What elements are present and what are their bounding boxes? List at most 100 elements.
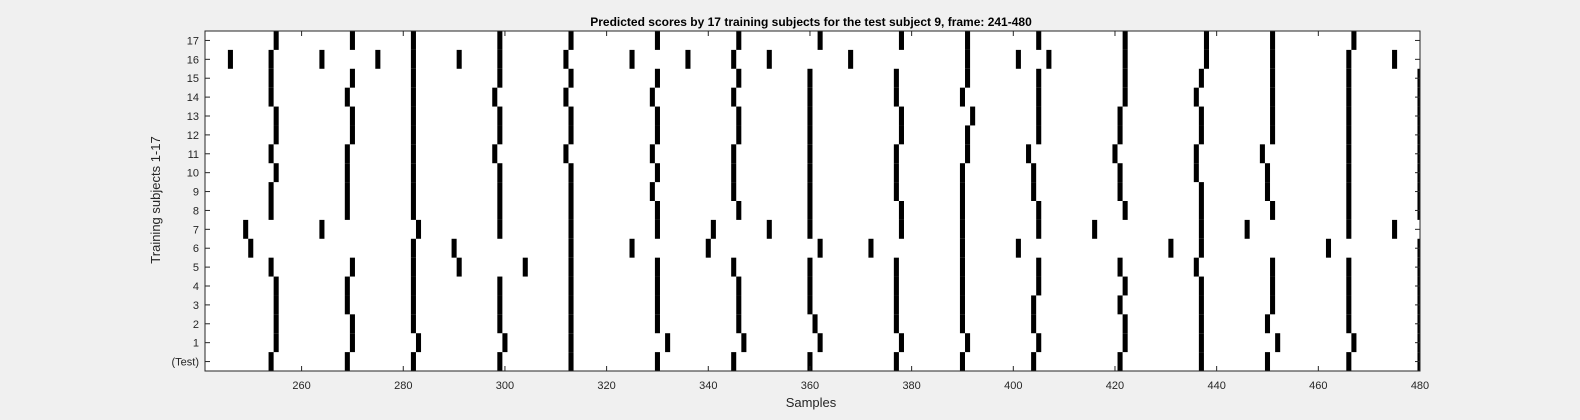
mark-row-3-sample-377 — [893, 295, 899, 315]
mark-row-11-sample-466 — [1346, 144, 1352, 164]
x-tick-label-360: 360 — [801, 380, 819, 392]
mark-row-5-sample-291 — [456, 257, 462, 277]
mark-row-5-sample-282 — [410, 257, 416, 277]
mark-row-3-sample-360 — [807, 295, 813, 315]
mark-row-13-sample-360 — [807, 106, 813, 126]
mark-row-test-sample-421 — [1117, 352, 1123, 371]
mark-row-7-sample-264 — [319, 219, 325, 239]
mark-row-16-sample-451 — [1270, 49, 1276, 69]
mark-row-14-sample-254 — [268, 87, 274, 107]
plot-frame — [204, 30, 1421, 372]
mark-row-7-sample-313 — [568, 219, 574, 239]
mark-row-15-sample-391 — [965, 68, 971, 88]
mark-row-17-sample-362 — [817, 31, 823, 50]
mark-row-test-sample-269 — [344, 352, 350, 371]
x-tick-label-340: 340 — [699, 380, 717, 392]
mark-row-15-sample-330 — [654, 68, 660, 88]
mark-row-14-sample-405 — [1036, 87, 1042, 107]
mark-row-9-sample-269 — [344, 182, 350, 201]
mark-row-8-sample-451 — [1270, 201, 1276, 220]
y-tick-label-10: 10 — [187, 168, 199, 180]
x-tick-label-260: 260 — [292, 380, 310, 392]
mark-row-8-sample-313 — [568, 201, 574, 220]
mark-row-1-sample-437 — [1198, 333, 1204, 353]
mark-row-9-sample-313 — [568, 182, 574, 201]
mark-row-17-sample-438 — [1203, 31, 1210, 50]
mark-row-8-sample-378 — [898, 201, 904, 220]
y-tick-label-12: 12 — [187, 130, 199, 142]
mark-row-16-sample-401 — [1015, 49, 1021, 69]
mark-row-12-sample-313 — [568, 125, 574, 145]
mark-row-test-sample-450 — [1264, 352, 1271, 371]
mark-row-9-sample-360 — [807, 182, 813, 201]
mark-row-10-sample-345 — [731, 163, 737, 183]
mark-row-12-sample-255 — [273, 125, 279, 145]
mark-row-13-sample-313 — [568, 106, 574, 126]
mark-row-1-sample-467 — [1351, 333, 1357, 353]
y-tick-label-11: 11 — [188, 149, 199, 161]
y-tick-label-15: 15 — [187, 73, 199, 85]
mark-row-9-sample-450 — [1264, 182, 1271, 201]
mark-row-6-sample-401 — [1015, 238, 1021, 258]
mark-row-6-sample-372 — [868, 238, 874, 258]
mark-row-15-sample-451 — [1270, 68, 1276, 88]
mark-row-3-sample-421 — [1117, 295, 1123, 315]
mark-row-7-sample-360 — [807, 219, 813, 239]
mark-row-9-sample-329 — [649, 182, 655, 201]
x-tick-label-280: 280 — [394, 380, 412, 392]
mark-row-2-sample-390 — [959, 314, 965, 334]
mark-row-10-sample-436 — [1193, 163, 1199, 183]
mark-row-5-sample-304 — [522, 257, 528, 277]
mark-row-16-sample-466 — [1346, 49, 1352, 69]
mark-row-15-sample-466 — [1346, 68, 1352, 88]
mark-row-15-sample-422 — [1122, 68, 1128, 88]
mark-row-10-sample-466 — [1346, 163, 1352, 183]
mark-row-8-sample-390 — [959, 201, 965, 220]
mark-row-13-sample-282 — [410, 106, 416, 126]
mark-row-7-sample-390 — [959, 219, 965, 239]
mark-row-10-sample-390 — [959, 163, 965, 183]
mark-row-7-sample-446 — [1244, 219, 1250, 239]
mark-row-15-sample-270 — [349, 68, 355, 88]
mark-row-17-sample-299 — [497, 31, 503, 50]
mark-row-1-sample-283 — [415, 333, 422, 353]
mark-row-10-sample-269 — [344, 163, 350, 183]
mark-row-12-sample-360 — [807, 125, 813, 145]
mark-row-test-sample-299 — [497, 352, 503, 371]
mark-row-13-sample-299 — [497, 106, 503, 126]
y-tick-label-7: 7 — [193, 224, 199, 236]
mark-row-11-sample-329 — [649, 144, 655, 164]
mark-row-4-sample-466 — [1346, 276, 1352, 296]
mark-row-11-sample-391 — [965, 144, 971, 164]
mark-row-12-sample-437 — [1198, 125, 1204, 145]
mark-row-11-sample-298 — [492, 144, 498, 164]
mark-row-4-sample-330 — [654, 276, 660, 296]
mark-row-12-sample-282 — [410, 125, 416, 145]
mark-row-8-sample-360 — [807, 201, 813, 220]
mark-row-11-sample-449 — [1259, 144, 1265, 164]
mark-row-11-sample-345 — [731, 144, 737, 164]
mark-row-13-sample-437 — [1198, 106, 1204, 126]
mark-row-1-sample-391 — [965, 333, 971, 353]
y-tick-label-2: 2 — [193, 319, 199, 331]
mark-row-1-sample-422 — [1122, 333, 1128, 353]
mark-row-4-sample-451 — [1270, 276, 1276, 296]
mark-row-13-sample-392 — [970, 106, 976, 126]
mark-row-2-sample-450 — [1264, 314, 1271, 334]
mark-row-6-sample-340 — [705, 238, 711, 258]
mark-row-5-sample-313 — [568, 257, 574, 277]
mark-row-16-sample-291 — [456, 49, 462, 69]
mark-row-17-sample-282 — [410, 31, 416, 50]
mark-row-11-sample-282 — [410, 144, 416, 164]
mark-row-15-sample-437 — [1198, 68, 1204, 88]
mark-row-16-sample-391 — [965, 49, 971, 69]
mark-row-17-sample-378 — [898, 31, 904, 50]
mark-row-16-sample-325 — [629, 49, 635, 69]
mark-row-13-sample-346 — [736, 106, 742, 126]
x-axis: 260 280 300 320 340 360 380 400 420 440 460 480 — [292, 31, 1429, 392]
mark-row-16-sample-352 — [766, 49, 772, 69]
mark-row-5-sample-345 — [731, 257, 737, 277]
mark-row-7-sample-437 — [1198, 219, 1204, 239]
mark-row-3-sample-330 — [654, 295, 660, 315]
mark-row-5-sample-405 — [1036, 257, 1042, 277]
